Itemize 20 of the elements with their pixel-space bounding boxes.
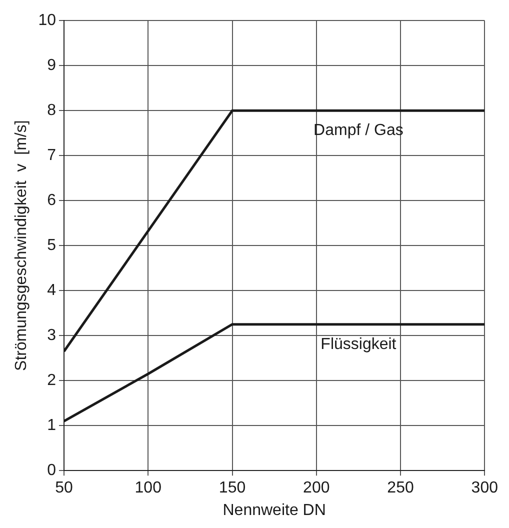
- y-tick-label: 6: [47, 192, 56, 210]
- y-tick-label: 4: [47, 282, 56, 300]
- y-tick-label: 7: [47, 147, 56, 164]
- y-tick-label: 8: [47, 102, 56, 120]
- y-tick-label: 10: [38, 12, 56, 30]
- x-tick-label: 100: [134, 480, 162, 497]
- y-tick-label: 2: [47, 372, 56, 390]
- y-tick-label: 1: [47, 417, 56, 434]
- x-tick-label: 300: [471, 480, 498, 497]
- y-tick-label: 3: [47, 327, 56, 344]
- x-tick-label: 200: [303, 480, 330, 497]
- y-tick-label: 0: [47, 462, 56, 480]
- series-label: Flüssigkeit: [320, 336, 397, 353]
- x-tick-label: 150: [218, 480, 246, 497]
- x-tick-label: 250: [387, 480, 414, 497]
- x-axis-title: Nennweite DN: [222, 502, 326, 519]
- y-axis-title: Strömungsgeschwindigkeit v [m/s]: [13, 120, 30, 371]
- y-tick-label: 5: [47, 237, 56, 254]
- x-tick-label: 50: [55, 480, 73, 497]
- y-tick-label: 9: [47, 57, 56, 74]
